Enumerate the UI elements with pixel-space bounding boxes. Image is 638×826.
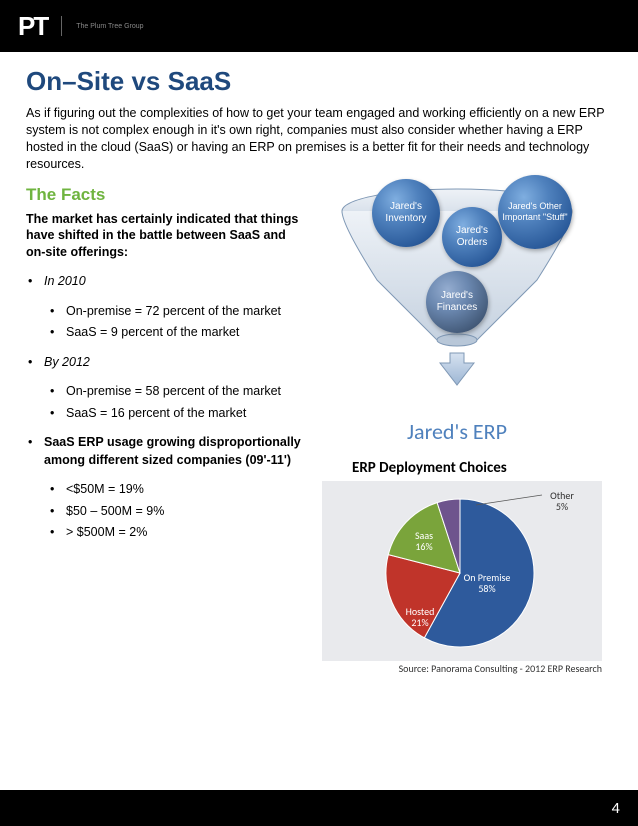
- bullet-growth: SaaS ERP usage growing disproportionally…: [44, 435, 301, 467]
- logo: PT: [18, 11, 47, 42]
- list-item: > $500M = 2%: [44, 524, 308, 542]
- list-item: $50 – 500M = 9%: [44, 503, 308, 521]
- bullet-2012: By 2012: [44, 355, 90, 369]
- footer-bar: 4: [0, 790, 638, 826]
- funnel-sphere-inventory: Jared's Inventory: [372, 179, 440, 247]
- logo-divider: [61, 16, 62, 36]
- funnel-output-label: Jared's ERP: [322, 418, 592, 445]
- list-item: On-premise = 72 percent of the market: [44, 303, 308, 321]
- right-column: Jared's Inventory Jared's Orders Jared's…: [322, 185, 602, 675]
- left-column: The Facts The market has certainly indic…: [26, 185, 308, 675]
- header-bar: PT The Plum Tree Group: [0, 0, 638, 52]
- page-number: 4: [612, 800, 620, 817]
- facts-intro: The market has certainly indicated that …: [26, 211, 308, 262]
- list-item: In 2010 On-premise = 72 percent of the m…: [26, 273, 308, 342]
- bullet-2010: In 2010: [44, 274, 86, 288]
- funnel-sphere-other: Jared's Other Important "Stuff": [498, 175, 572, 249]
- facts-heading: The Facts: [26, 185, 308, 205]
- two-column-layout: The Facts The market has certainly indic…: [26, 185, 612, 675]
- page-title: On–Site vs SaaS: [26, 66, 612, 97]
- logo-tagline: The Plum Tree Group: [76, 23, 143, 30]
- intro-paragraph: As if figuring out the complexities of h…: [26, 105, 612, 173]
- list-item: By 2012 On-premise = 58 percent of the m…: [26, 354, 308, 423]
- list-item: <$50M = 19%: [44, 481, 308, 499]
- svg-text:Saas16%: Saas16%: [415, 529, 433, 553]
- pie-chart-source: Source: Panorama Consulting - 2012 ERP R…: [322, 662, 602, 675]
- facts-list: In 2010 On-premise = 72 percent of the m…: [26, 273, 308, 542]
- pie-chart-svg: On Premise58%Hosted21%Saas16%Other5%: [322, 481, 602, 661]
- funnel-sphere-orders: Jared's Orders: [442, 207, 502, 267]
- page-content: On–Site vs SaaS As if figuring out the c…: [0, 52, 638, 675]
- pie-chart-title: ERP Deployment Choices: [352, 459, 602, 477]
- list-item: SaaS = 16 percent of the market: [44, 405, 308, 423]
- funnel-sphere-finances: Jared's Finances: [426, 271, 488, 333]
- list-item: SaaS = 9 percent of the market: [44, 324, 308, 342]
- list-item: SaaS ERP usage growing disproportionally…: [26, 434, 308, 542]
- pie-chart: ERP Deployment Choices On Premise58%Host…: [322, 459, 602, 675]
- list-item: On-premise = 58 percent of the market: [44, 383, 308, 401]
- funnel-diagram: Jared's Inventory Jared's Orders Jared's…: [322, 185, 592, 445]
